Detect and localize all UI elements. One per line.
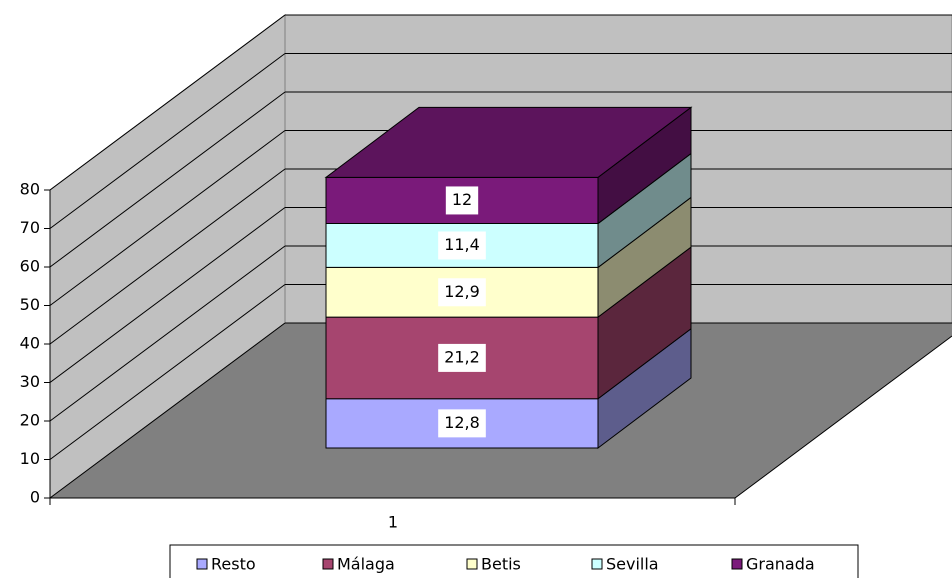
legend-label: Resto [211, 555, 256, 574]
grid-line [49, 207, 286, 383]
y-tick-label: 30 [20, 372, 40, 391]
grid-line [49, 284, 286, 460]
grid-line [49, 91, 286, 268]
y-tick-label: 40 [20, 334, 40, 353]
data-label: 21,2 [444, 347, 480, 366]
grid-line [49, 53, 286, 229]
data-label: 12,8 [444, 413, 480, 432]
data-label-box [438, 409, 486, 438]
y-tick-label: 20 [20, 411, 40, 430]
data-label-box [445, 186, 479, 215]
y-tick-label: 60 [20, 257, 40, 276]
bar-segment: 12,8 [325, 327, 692, 450]
y-tick-label: 80 [20, 180, 40, 199]
data-label: 11,4 [444, 235, 480, 254]
legend [169, 544, 859, 578]
bar-segment: 21,2 [325, 246, 692, 400]
data-label: 12,9 [444, 282, 480, 301]
bar-segment: 12 [325, 106, 692, 225]
y-tick-label: 0 [30, 488, 40, 507]
legend-swatch [322, 558, 334, 570]
grid-line [49, 14, 286, 191]
floor-edge [734, 335, 952, 499]
legend-label: Betis [481, 555, 521, 574]
grid-line [49, 245, 286, 422]
legend-label: Granada [746, 555, 815, 574]
x-tick-label: 1 [388, 513, 398, 532]
grid-line [49, 130, 286, 306]
grid-line [49, 168, 286, 345]
grid-line [49, 322, 286, 499]
legend-swatch [196, 558, 208, 570]
y-tick-label: 50 [20, 295, 40, 314]
bar-segment: 12,9 [325, 196, 692, 319]
data-label-box [438, 231, 486, 260]
y-tick-label: 10 [20, 449, 40, 468]
legend-label: Málaga [337, 555, 395, 574]
legend-swatch [731, 558, 743, 570]
data-label-box [438, 343, 486, 372]
bar-top [324, 106, 693, 178]
legend-swatch [591, 558, 603, 570]
y-tick-label: 70 [20, 218, 40, 237]
legend-swatch [466, 558, 478, 570]
data-label-box [438, 278, 486, 307]
data-label: 12 [452, 190, 472, 209]
legend-label: Sevilla [606, 555, 659, 574]
